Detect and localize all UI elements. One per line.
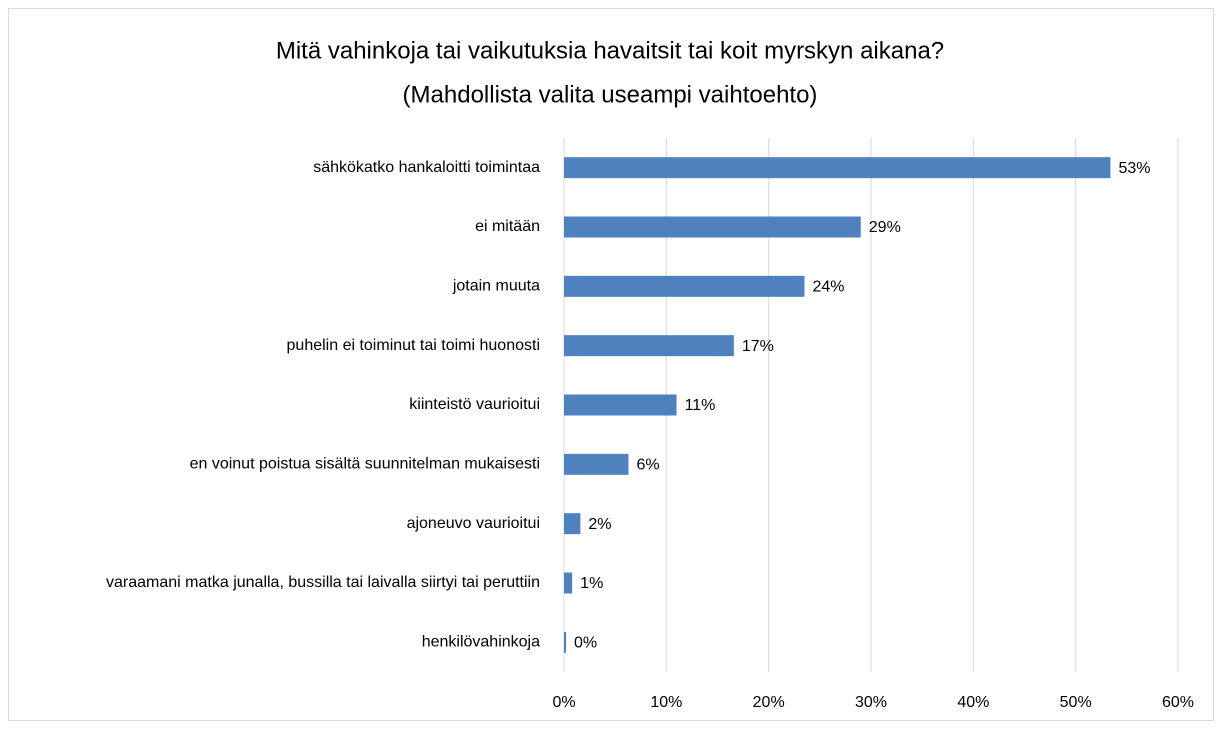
data-label: 24% [812, 279, 844, 296]
y-tick-label: varaamani matka junalla, bussilla tai la… [106, 574, 540, 591]
y-tick-label: ei mitään [475, 218, 540, 235]
data-label: 17% [742, 338, 774, 355]
data-label: 0% [574, 635, 597, 652]
x-tick-label: 50% [1060, 694, 1092, 711]
data-label: 29% [869, 219, 901, 236]
data-label: 53% [1118, 160, 1150, 177]
bar [564, 216, 861, 238]
bar [564, 513, 581, 535]
y-tick-label: puhelin ei toiminut tai toimi huonosti [287, 337, 540, 354]
x-tick-label: 10% [650, 694, 682, 711]
chart-border [8, 8, 1214, 721]
x-tick-label: 30% [855, 694, 887, 711]
data-label: 6% [636, 457, 659, 474]
y-tick-label: kiinteistö vaurioitui [409, 396, 540, 413]
bar [564, 157, 1111, 179]
bar [564, 335, 734, 357]
x-tick-label: 20% [753, 694, 785, 711]
y-tick-label: henkilövahinkoja [422, 634, 540, 651]
bar [564, 275, 805, 297]
data-label: 1% [580, 575, 603, 592]
bar [564, 394, 677, 416]
data-label: 11% [685, 397, 716, 414]
chart-title: Mitä vahinkoja tai vaikutuksia havaitsit… [276, 37, 944, 64]
chart-subtitle: (Mahdollista valita useampi vaihtoehto) [403, 81, 818, 108]
bar [564, 572, 573, 594]
bar [564, 453, 629, 475]
y-tick-label: ajoneuvo vaurioitui [407, 515, 540, 532]
x-tick-label: 40% [957, 694, 989, 711]
x-tick-label: 60% [1162, 694, 1194, 711]
y-tick-label: jotain muuta [452, 278, 540, 295]
y-tick-label: en voinut poistua sisältä suunnitelman m… [190, 456, 540, 473]
y-tick-label: sähkökatko hankaloitti toimintaa [313, 159, 540, 176]
x-tick-label: 0% [552, 694, 575, 711]
bar [564, 631, 567, 653]
data-label: 2% [588, 516, 611, 533]
